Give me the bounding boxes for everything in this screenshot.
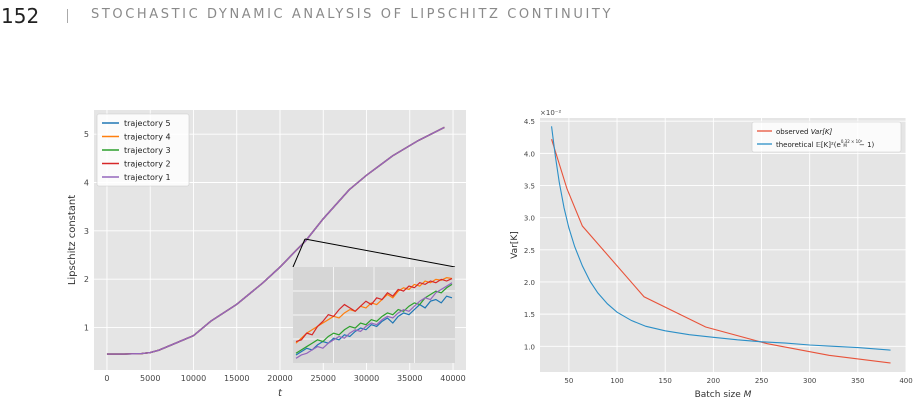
- left-legend: trajectory 5 trajectory 4 trajectory 3 traj…: [96, 113, 190, 187]
- left-series-lines: [106, 126, 445, 355]
- x-tick-label: 30000: [354, 374, 379, 383]
- header-divider: [67, 9, 68, 23]
- y-tick-label: 3.5: [524, 183, 535, 191]
- x-tick-label: 350: [851, 377, 864, 385]
- series-line-4: [106, 126, 445, 355]
- right-series-lines: [551, 126, 891, 364]
- legend-label: trajectory 2: [124, 160, 171, 169]
- x-tick-label: 25000: [311, 374, 336, 383]
- zoom-connector-right: [304, 238, 456, 268]
- right-x-axis-label: Batch size M: [695, 390, 752, 400]
- right-y-axis-label: Var[K]: [510, 231, 520, 259]
- y-tick-label: 2.5: [524, 247, 535, 255]
- legend-label-theoretical: theoretical 𝔼[K]²(e0.32 × 10² M − 1): [776, 139, 875, 149]
- x-tick-label: 35000: [397, 374, 422, 383]
- x-tick-label: 10000: [181, 374, 206, 383]
- left-legend-box: [96, 113, 190, 187]
- x-tick-label: 200: [707, 377, 720, 385]
- right-plot-area: [540, 118, 906, 372]
- legend-label: trajectory 1: [124, 173, 171, 182]
- inset-series-line-2: [295, 283, 453, 354]
- running-title: STOCHASTIC DYNAMIC ANALYSIS OF LIPSCHITZ…: [91, 7, 614, 22]
- y-tick-label: 4: [84, 178, 89, 187]
- zoom-connector-left: [292, 238, 306, 268]
- series-line-0: [551, 139, 891, 364]
- y-tick-label: 2: [84, 275, 89, 284]
- right-chart: 50 100 150 200 250 300 350 400 1.0 1.5 2.0 2.5 3.0 3.…: [510, 109, 913, 400]
- right-legend: observed Var[K] theoretical 𝔼[K]²(e0.32 …: [751, 121, 902, 153]
- right-axis-multiplier: ×10⁻²: [540, 109, 561, 117]
- legend-label: trajectory 5: [124, 119, 171, 128]
- inset-series-lines: [295, 277, 453, 359]
- legend-label: trajectory 3: [124, 146, 171, 155]
- y-tick-label: 2.0: [524, 279, 535, 287]
- y-tick-label: 3.0: [524, 215, 535, 223]
- x-tick-label: 250: [755, 377, 768, 385]
- right-legend-box: [751, 121, 902, 153]
- x-tick-label: 400: [899, 377, 912, 385]
- page-header: 152 STOCHASTIC DYNAMIC ANALYSIS OF LIPSC…: [0, 0, 915, 28]
- left-x-axis-label: t: [278, 388, 283, 399]
- x-tick-label: 0: [104, 374, 109, 383]
- y-tick-label: 4.5: [524, 118, 535, 126]
- inset-gridlines: [293, 267, 455, 363]
- y-tick-label: 5: [84, 130, 89, 139]
- inset-zoom: [292, 238, 456, 363]
- y-tick-label: 1.0: [524, 343, 535, 351]
- y-tick-label: 4.0: [524, 150, 535, 158]
- left-tick-labels: 0 5000 10000 15000 20000 25000 30000 35000 40000…: [84, 130, 466, 383]
- inset-series-line-3: [295, 277, 453, 343]
- y-tick-label: 3: [84, 227, 89, 236]
- x-tick-label: 5000: [140, 374, 160, 383]
- right-gridlines: [540, 118, 907, 372]
- inset-series-line-0: [295, 295, 453, 356]
- x-tick-label: 15000: [224, 374, 249, 383]
- x-tick-label: 50: [564, 377, 573, 385]
- inset-series-line-4: [295, 282, 453, 359]
- left-y-axis-label: Lipschitz constant: [67, 195, 78, 285]
- legend-label: trajectory 4: [124, 133, 171, 142]
- right-tick-labels: 50 100 150 200 250 300 350 400 1.0 1.5 2.0 2.5 3.0 3.…: [524, 118, 913, 385]
- series-line-1: [551, 126, 891, 351]
- x-tick-label: 100: [610, 377, 623, 385]
- x-tick-label: 40000: [440, 374, 465, 383]
- x-tick-label: 20000: [267, 374, 292, 383]
- legend-label-observed: observed Var[K]: [776, 128, 833, 136]
- x-tick-label: 150: [659, 377, 672, 385]
- y-tick-label: 1: [84, 323, 89, 332]
- left-chart: 0 5000 10000 15000 20000 25000 30000 35000 40000…: [67, 110, 466, 399]
- page-number: 152: [1, 4, 40, 28]
- x-tick-label: 300: [803, 377, 816, 385]
- inset-series-line-1: [295, 277, 453, 344]
- y-tick-label: 1.5: [524, 311, 535, 319]
